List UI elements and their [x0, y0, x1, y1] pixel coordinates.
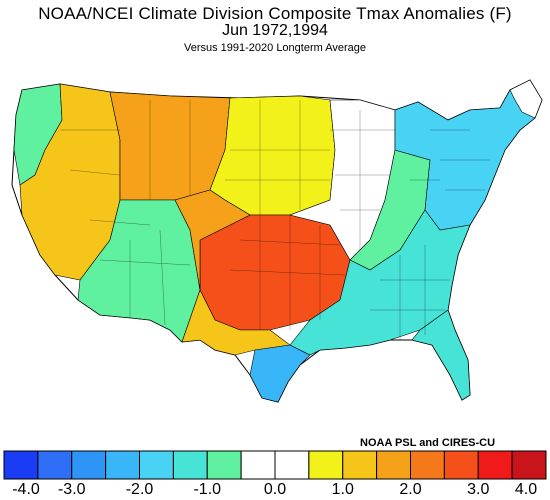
legend-swatch [308, 450, 344, 480]
legend-tick-label: -1.0 [193, 481, 222, 498]
legend-swatch [240, 450, 276, 480]
legend-tick-label: 0.0 [263, 481, 287, 498]
legend-swatch [105, 450, 140, 480]
region-florida [411, 309, 471, 401]
legend-swatch [443, 450, 479, 480]
legend-swatch [376, 450, 411, 480]
legend-swatch [139, 450, 174, 480]
region-south-central-rim [174, 189, 251, 291]
legend-tick-label: 4.0 [514, 481, 538, 498]
legend-swatch [342, 450, 378, 480]
us-anomaly-map [11, 79, 543, 403]
legend-tick-label: -4.0 [12, 481, 40, 498]
division-lines [60, 100, 490, 340]
legend-swatch [3, 450, 39, 480]
region-northern-rockies [109, 91, 231, 201]
legend-swatch [71, 450, 107, 480]
legend-tick-label: -2.0 [125, 481, 154, 498]
legend-swatch [274, 450, 310, 480]
legend-swatch [206, 450, 242, 480]
color-legend-bar [3, 450, 547, 480]
legend-swatch [511, 450, 547, 480]
map-reference-period: Versus 1991-2020 Longterm Average [183, 42, 367, 54]
credit-label: NOAA PSL and CIRES-CU [360, 437, 496, 449]
map-title: NOAA/NCEI Climate Division Composite Tma… [38, 4, 512, 23]
map-subtitle: Jun 1972,1994 [222, 22, 328, 39]
region-northern-plains [209, 95, 336, 216]
legend-swatch [410, 450, 445, 480]
region-northern-maine [509, 79, 543, 119]
region-gulf-coast-texas [249, 344, 311, 403]
legend-tick-label: -3.0 [57, 481, 86, 498]
legend-tick-label: 3.0 [467, 481, 490, 498]
legend-swatch [37, 450, 73, 480]
legend-swatch [172, 450, 208, 480]
legend-tick-label: 1.0 [331, 481, 354, 498]
legend-swatch [477, 450, 513, 480]
legend-tick-label: 2.0 [399, 481, 422, 498]
